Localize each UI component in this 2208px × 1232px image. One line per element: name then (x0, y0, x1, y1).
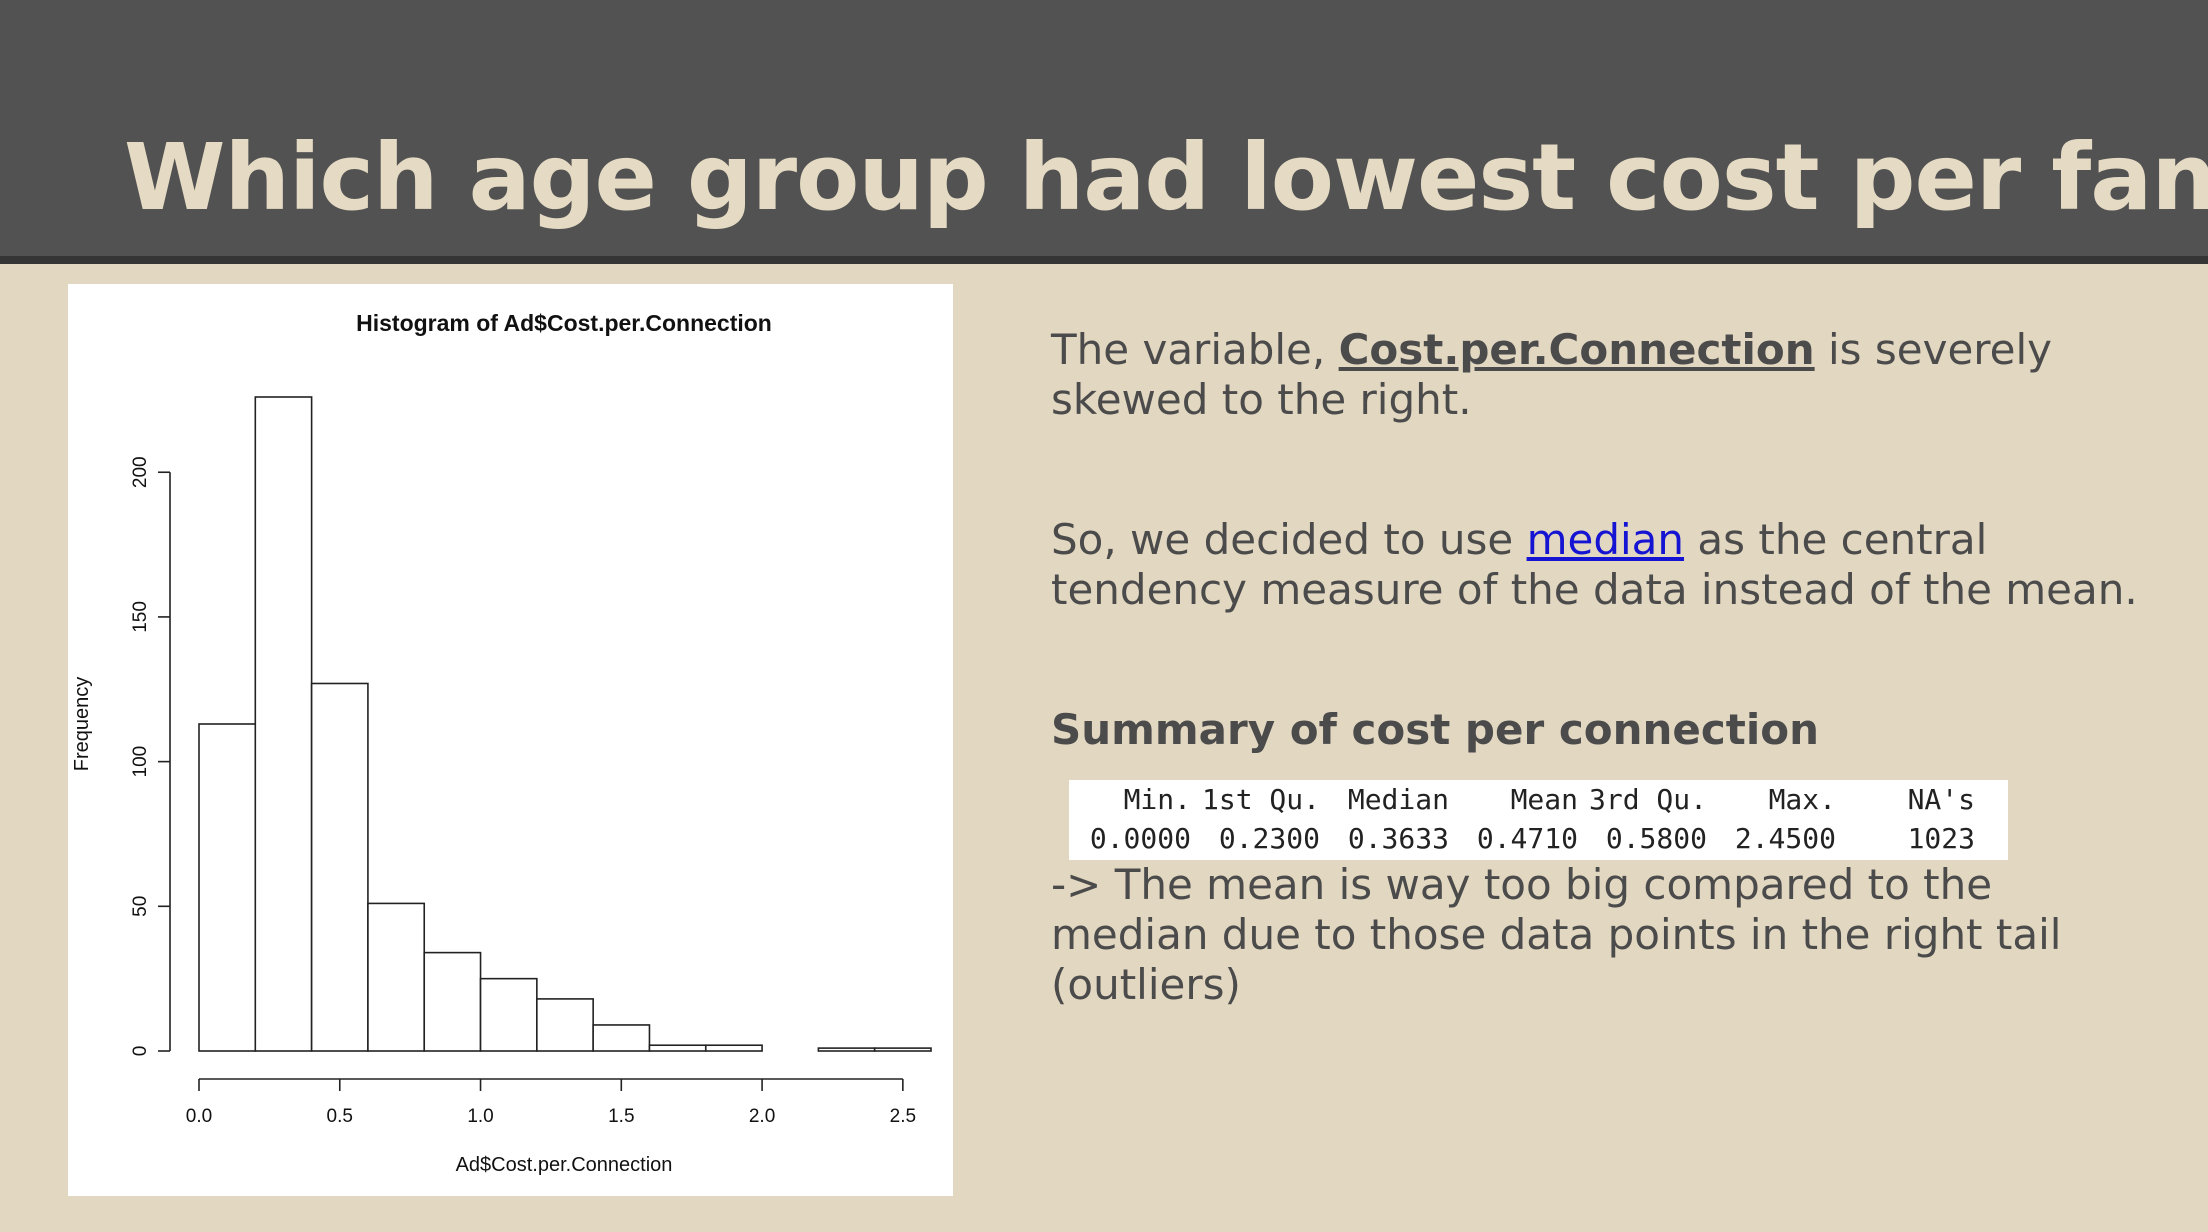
skew-text-suffix: is severely skewed to the right. (1051, 325, 2053, 424)
histogram-bar (254, 396, 313, 1052)
summary-value-cell: 1023 (1907, 822, 1975, 855)
summary-header-cell: Max. (1768, 783, 1836, 816)
variable-keyword: Cost.per.Connection (1338, 325, 1815, 374)
median-text-prefix: So, we decided to use (1051, 515, 1527, 564)
histogram-bar (479, 977, 538, 1052)
summary-value-cell: 2.4500 (1734, 822, 1836, 855)
chart-title: Histogram of Ad$Cost.per.Connection (356, 310, 772, 336)
y-axis-label: Frequency (71, 677, 93, 772)
summary-header-cell: Mean (1510, 783, 1578, 816)
summary-header-cell: Median (1347, 783, 1449, 816)
summary-value-cell: 0.2300 (1218, 822, 1320, 855)
skew-paragraph: The variable, Cost.per.Connection is sev… (1051, 325, 2151, 425)
slide-header: Which age group had lowest cost per fan? (0, 0, 2208, 264)
summary-value-cell: 0.5800 (1605, 822, 1707, 855)
histogram-bar (536, 998, 594, 1052)
x-tick-label: 0.0 (186, 1106, 212, 1127)
median-text-suffix: as the central tendency measure of the d… (1051, 515, 2138, 614)
histogram-chart: Histogram of Ad$Cost.per.Connection 0 50 10… (71, 310, 932, 1176)
histogram-bar (873, 1047, 932, 1052)
summary-value-cell: 0.0000 (1089, 822, 1191, 855)
y-tick-label: 0 (130, 1046, 151, 1057)
summary-header-cell: Min. (1123, 783, 1191, 816)
y-tick-label: 100 (130, 746, 151, 778)
summary-header-cell: 3rd Qu. (1588, 783, 1707, 816)
x-tick-label: 2.5 (890, 1106, 916, 1127)
y-tick-label: 150 (130, 601, 151, 633)
histogram-bar (648, 1044, 707, 1052)
summary-table: Min. 1st Qu. Median Mean 3rd Qu. Max. NA… (1069, 780, 2008, 860)
histogram-bar (310, 682, 369, 1052)
x-tick-label: 1.5 (608, 1106, 634, 1127)
median-link[interactable]: median (1526, 515, 1685, 564)
summary-header-cell: 1st Qu. (1201, 783, 1320, 816)
histogram-panel: Histogram of Ad$Cost.per.Connection 0 50 10… (68, 284, 953, 1196)
histogram-bar (198, 723, 257, 1052)
histogram-bar (367, 902, 426, 1052)
histogram-bar (592, 1024, 651, 1052)
histogram-bar (423, 951, 482, 1052)
y-tick-label: 200 (130, 456, 151, 488)
histogram-bar (704, 1044, 763, 1052)
slide-title: Which age group had lowest cost per fan? (124, 124, 2208, 231)
histogram-bar (817, 1047, 876, 1052)
summary-value-cell: 0.3633 (1347, 822, 1449, 855)
x-axis-label: Ad$Cost.per.Connection (456, 1154, 673, 1176)
summary-value-cell: 0.4710 (1476, 822, 1578, 855)
x-tick-label: 2.0 (749, 1106, 775, 1127)
summary-heading: Summary of cost per connection (1051, 705, 1819, 754)
conclusion-text: -> The mean is way too big compared to t… (1051, 860, 2062, 1009)
y-tick-label: 50 (130, 896, 151, 917)
summary-header-cell: NA's (1907, 783, 1975, 816)
x-tick-label: 0.5 (327, 1106, 353, 1127)
skew-text-prefix: The variable, (1051, 325, 1339, 374)
x-tick-label: 1.0 (467, 1106, 493, 1127)
median-paragraph: So, we decided to use median as the cent… (1051, 515, 2151, 615)
summary-header-row: Min. 1st Qu. Median Mean 3rd Qu. Max. NA… (1087, 780, 1975, 819)
summary-value-row: 0.0000 0.2300 0.3633 0.4710 0.5800 2.450… (1087, 819, 1975, 858)
